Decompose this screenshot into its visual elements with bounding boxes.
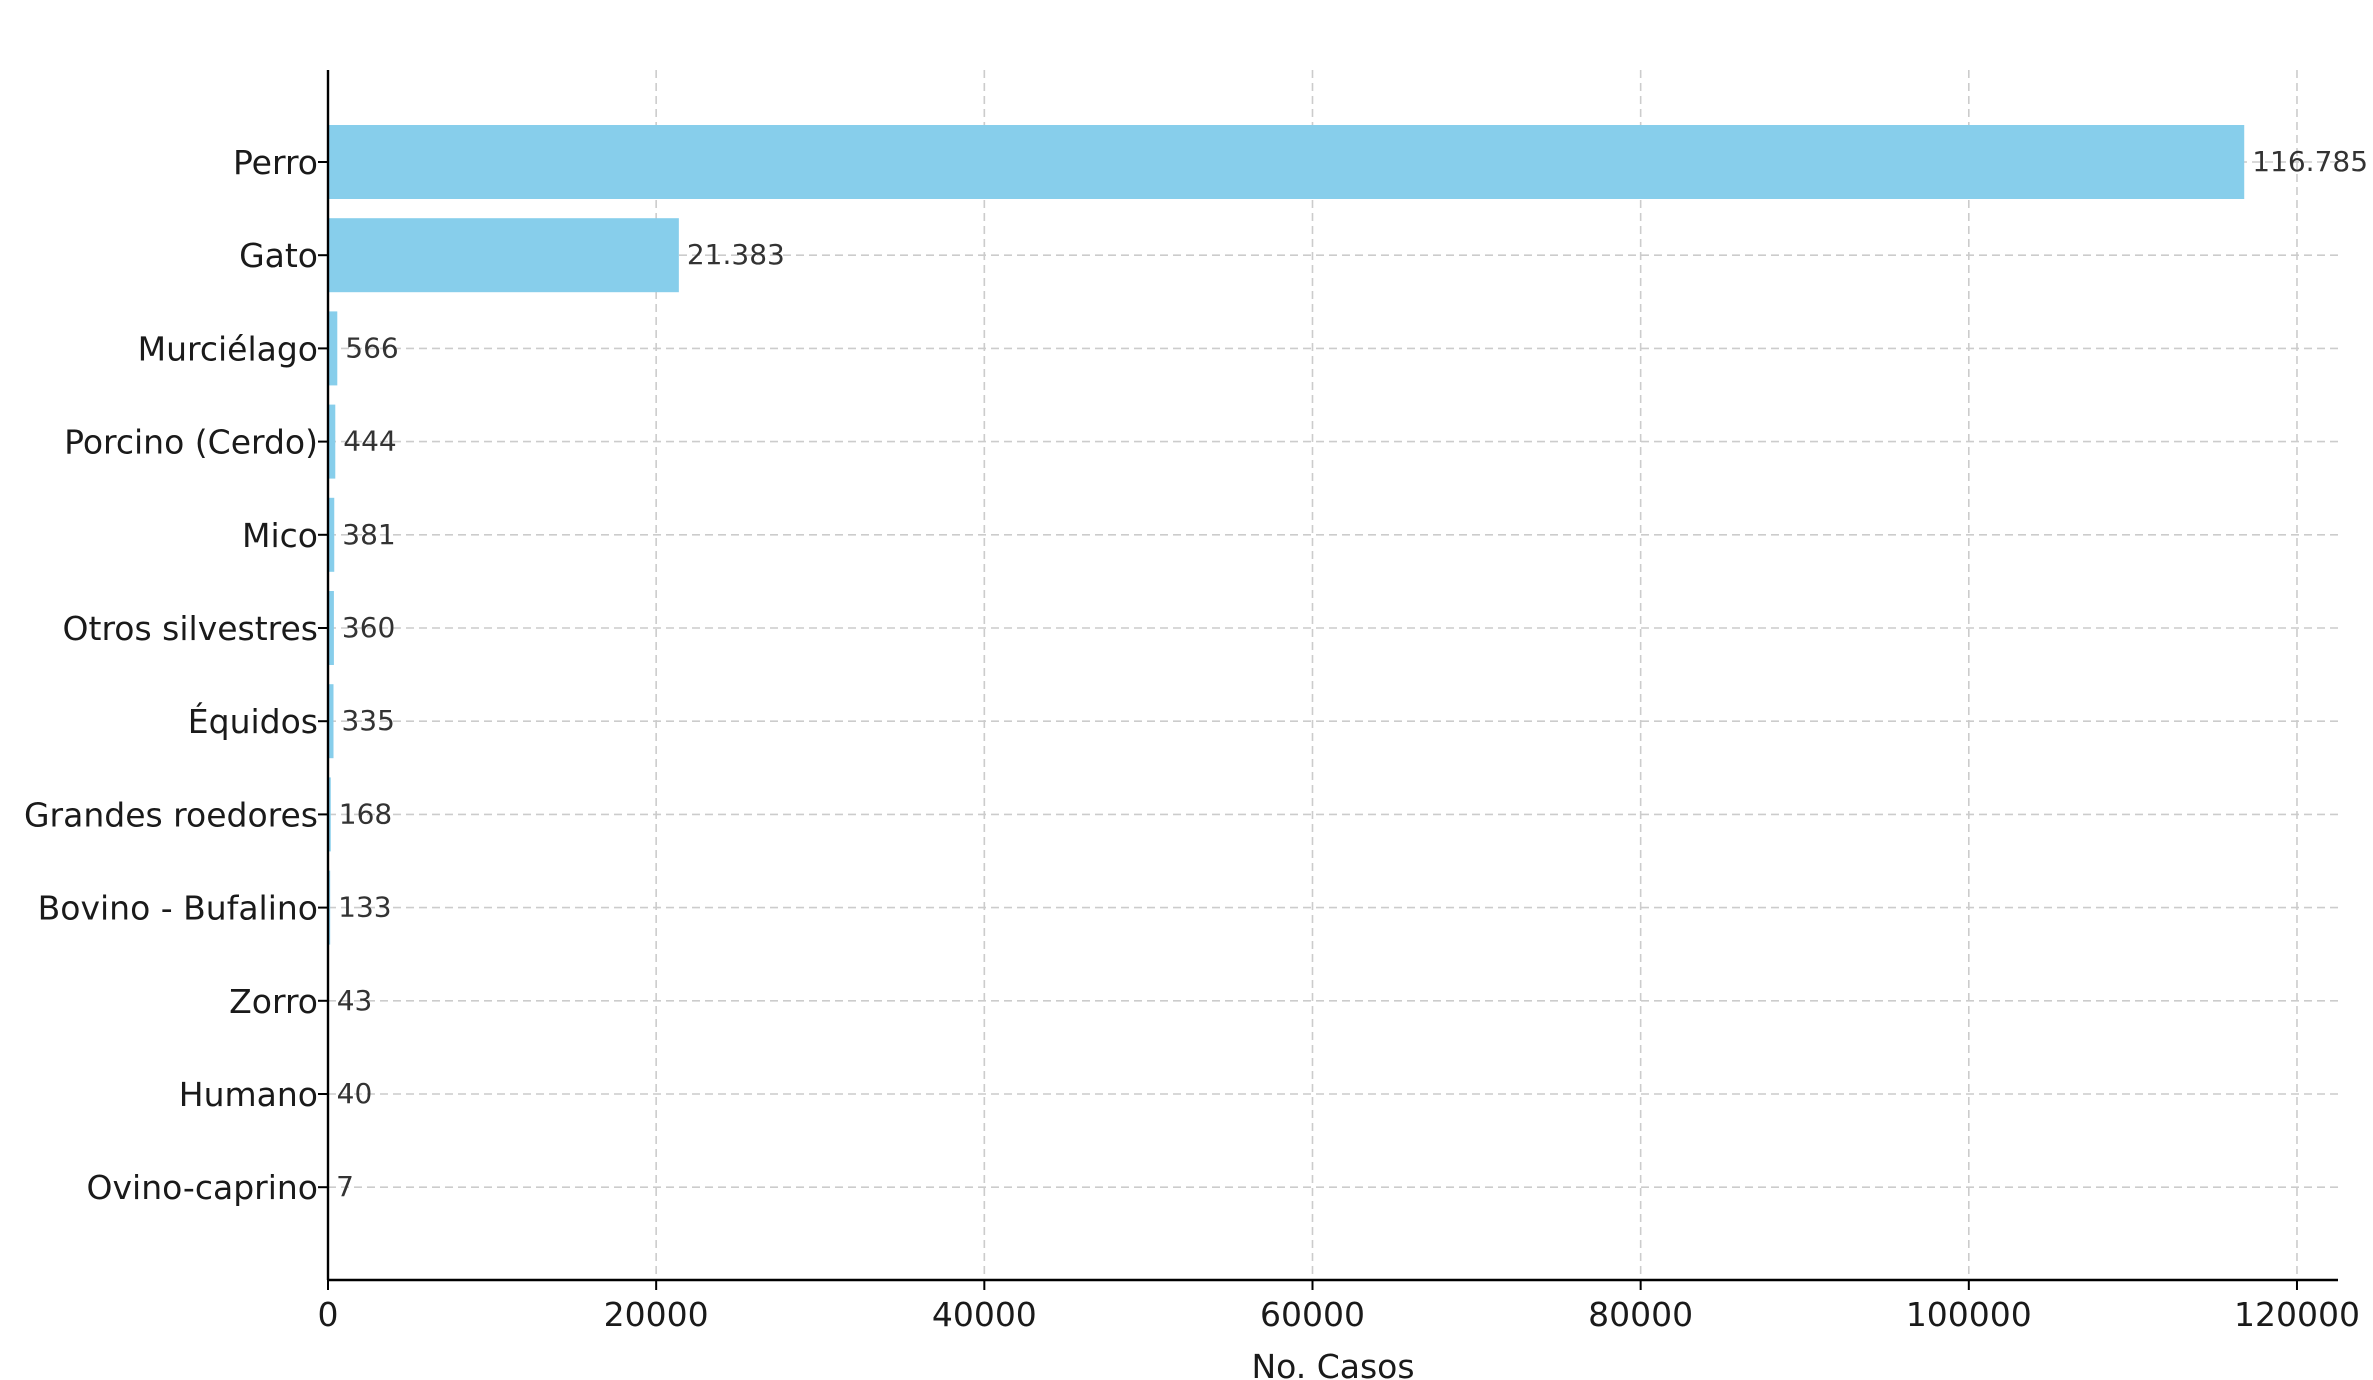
data-label: 43	[337, 984, 373, 1017]
data-label: 116.785	[2252, 145, 2368, 178]
data-label: 381	[342, 518, 395, 551]
y-tick-label: Porcino (Cerdo)	[64, 423, 318, 462]
x-tick-label: 80000	[1588, 1295, 1693, 1334]
x-axis-ticks: 0 20000 40000 60000 80000 100000 120000	[318, 1280, 2360, 1334]
bar	[328, 684, 334, 759]
x-tick-label: 0	[318, 1295, 339, 1334]
y-axis-ticks: Perro Gato Murciélago Porcino (Cerdo) Mico Ot…	[24, 143, 328, 1207]
bars	[328, 125, 2245, 1225]
y-tick-label: Grandes roedores	[24, 795, 318, 834]
data-label: 360	[342, 611, 395, 644]
y-tick-label: Bovino - Bufalino	[38, 889, 318, 928]
y-tick-label: Équidos	[188, 701, 318, 741]
y-tick-label: Gato	[239, 236, 318, 275]
y-tick-label: Zorro	[229, 982, 318, 1021]
data-label: 168	[339, 797, 392, 830]
data-label: 335	[341, 704, 394, 737]
data-label: 7	[336, 1170, 354, 1203]
data-label: 133	[338, 891, 391, 924]
bar	[328, 591, 334, 665]
bar	[328, 125, 2245, 199]
bar	[328, 218, 679, 293]
y-tick-label: Otros silvestres	[63, 609, 318, 648]
bar	[328, 497, 335, 572]
data-labels: 116.785 21.383 566 444 381 360 335 168 133 43 40 7	[336, 145, 2368, 1203]
data-label: 444	[343, 425, 396, 458]
bar	[328, 777, 331, 852]
x-tick-label: 120000	[2234, 1295, 2360, 1334]
data-label: 566	[345, 331, 398, 364]
x-tick-label: 20000	[604, 1295, 709, 1334]
data-label: 21.383	[687, 238, 785, 271]
x-tick-label: 100000	[1906, 1295, 2032, 1334]
y-tick-label: Murciélago	[138, 329, 318, 368]
x-axis-label: No. Casos	[1251, 1347, 1414, 1380]
y-tick-label: Mico	[242, 516, 318, 555]
x-tick-label: 60000	[1260, 1295, 1365, 1334]
y-tick-label: Ovino-caprino	[87, 1168, 318, 1207]
grid	[327, 70, 2338, 1280]
x-tick-label: 40000	[932, 1295, 1037, 1334]
bar	[328, 311, 338, 386]
y-tick-label: Perro	[233, 143, 318, 182]
y-tick-label: Humano	[179, 1075, 318, 1114]
bar	[328, 404, 336, 479]
data-label: 40	[337, 1077, 373, 1110]
